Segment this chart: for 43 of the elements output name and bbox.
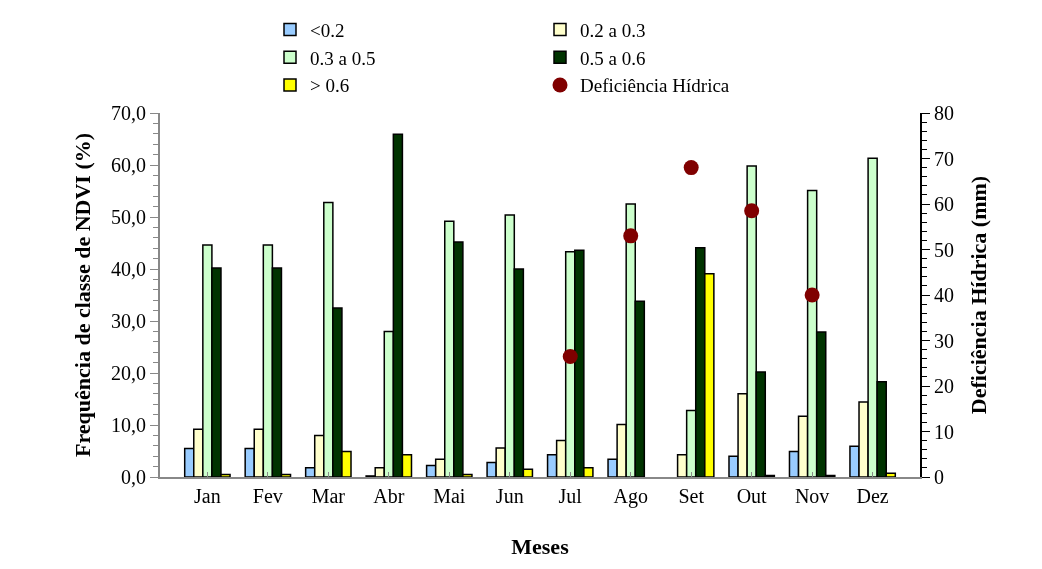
point — [683, 160, 699, 176]
point — [804, 287, 820, 303]
legend-label: 0.2 a 0.3 — [580, 19, 646, 41]
y-axis-title: Frequência de classe de NDVI (%) — [70, 132, 96, 458]
x-tick-label: Ago — [613, 485, 648, 508]
y-tick-label: 20,0 — [111, 362, 146, 384]
x-tick-label: Jan — [194, 485, 221, 507]
legend-label: > 0.6 — [310, 75, 350, 97]
x-tick-label: Jun — [495, 485, 524, 507]
x-tick-label: Out — [736, 485, 768, 507]
x-tick-label: Dez — [856, 485, 889, 507]
y2-tick-label: 60 — [934, 193, 954, 215]
y-tick-label: 30,0 — [111, 310, 146, 332]
legend-label: 0.5 a 0.6 — [580, 47, 646, 69]
x-tick-label: Mar — [311, 485, 346, 507]
point — [744, 203, 760, 219]
y2-tick-label: 20 — [934, 375, 954, 397]
y-tick-label: 70,0 — [111, 102, 146, 124]
legend-label: <0.2 — [310, 19, 345, 41]
x-tick-label: Set — [678, 485, 705, 507]
y-tick-label: 50,0 — [111, 206, 146, 228]
y2-tick-label: 50 — [934, 238, 954, 261]
legend-label: 0.3 a 0.5 — [310, 47, 376, 69]
y2-tick-label: 70 — [934, 147, 954, 170]
x-axis-title: Meses — [511, 534, 570, 559]
x-tick-label: Jul — [558, 485, 583, 507]
y2-tick-label: 40 — [934, 284, 954, 306]
y-tick-label: 10,0 — [111, 414, 146, 436]
y2-tick-label: 0 — [934, 466, 944, 488]
point — [562, 348, 578, 364]
x-tick-label: Fev — [252, 485, 283, 507]
x-tick-label: Nov — [794, 485, 830, 507]
y-tick-label: 60,0 — [111, 154, 146, 176]
y-tick-label: 40,0 — [111, 258, 146, 280]
y2-axis-title: Deficiência Hídrica (mm) — [966, 175, 992, 415]
x-tick-label: Abr — [373, 485, 405, 507]
x-tick-label: Mai — [433, 485, 466, 507]
y2-tick-label: 80 — [934, 102, 954, 124]
y2-tick-label: 10 — [934, 420, 954, 443]
legend-label: Deficiência Hídrica — [580, 75, 730, 97]
point — [623, 228, 639, 244]
y-tick-label: 0,0 — [121, 466, 146, 488]
y2-tick-label: 30 — [934, 329, 954, 352]
